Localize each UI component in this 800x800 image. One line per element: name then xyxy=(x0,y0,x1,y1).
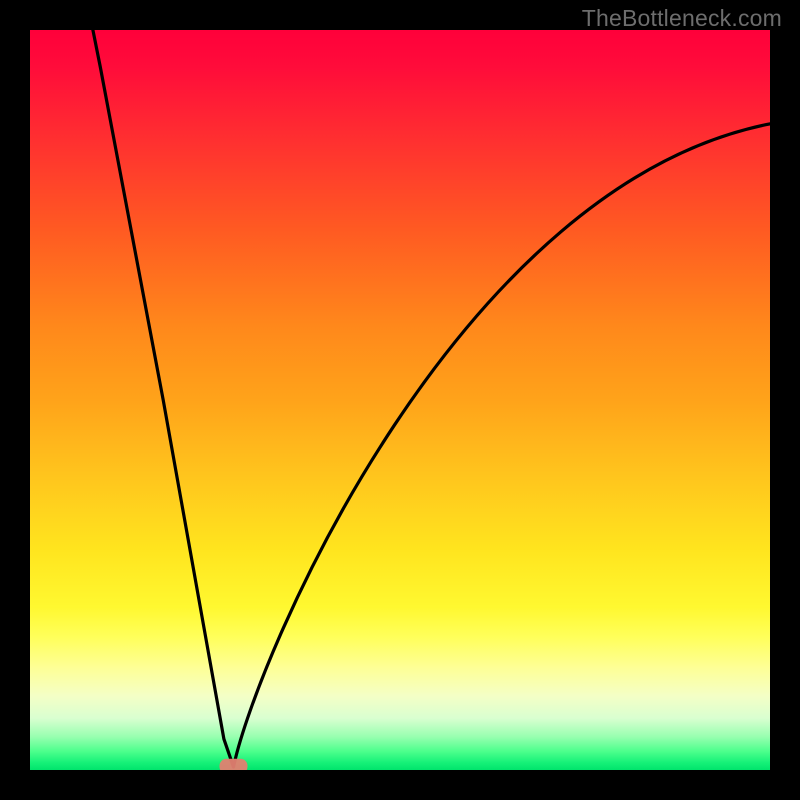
bottleneck-chart xyxy=(0,0,800,800)
plot-background xyxy=(30,30,770,770)
attribution-label: TheBottleneck.com xyxy=(582,5,782,32)
chart-container: TheBottleneck.com xyxy=(0,0,800,800)
